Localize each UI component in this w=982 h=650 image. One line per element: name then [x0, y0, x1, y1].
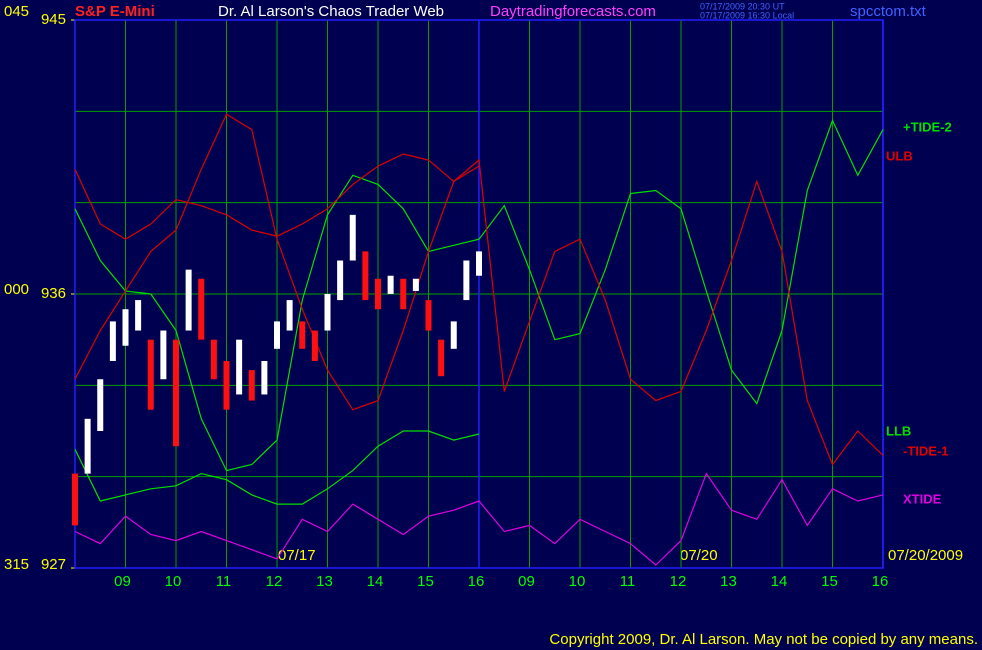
price-bar	[476, 251, 482, 276]
x-tick-label: 15	[821, 573, 838, 590]
y-tick-label: 936	[41, 285, 66, 302]
x-tick-label: 10	[165, 573, 182, 590]
price-bar	[299, 321, 306, 349]
price-bar	[438, 339, 445, 377]
x-tick-label: 15	[417, 573, 434, 590]
price-bar	[274, 321, 280, 349]
chart-title: Dr. Al Larson's Chaos Trader Web	[218, 3, 444, 20]
y-tick-label: 945	[41, 11, 66, 28]
price-bar	[412, 278, 419, 291]
x-tick-label: 11	[216, 573, 232, 590]
x-tick-label: 16	[872, 573, 889, 590]
series-line	[74, 153, 480, 240]
price-bar	[387, 275, 394, 294]
price-bar	[463, 260, 470, 301]
price-bar	[425, 300, 432, 331]
price-bar	[160, 330, 167, 380]
series-label: LLB	[886, 423, 911, 438]
price-bar	[135, 300, 142, 331]
date-label: 07/17	[278, 547, 316, 564]
series-label: XTIDE	[903, 491, 942, 506]
x-tick-label: 13	[316, 573, 333, 590]
price-bar	[450, 321, 457, 349]
series-line	[74, 472, 884, 566]
price-bar	[248, 370, 255, 401]
series-label: -TIDE-1	[903, 443, 949, 458]
symbol: S&P E-Mini	[75, 3, 155, 20]
x-tick-label: 12	[266, 573, 283, 590]
x-tick-label: 11	[620, 573, 636, 590]
left-label: 000	[4, 281, 29, 298]
y-tick-label: 927	[41, 556, 66, 573]
x-tick-label: 14	[367, 573, 384, 590]
price-bar	[122, 309, 129, 346]
date-label: 07/20	[680, 547, 718, 564]
price-bar	[311, 330, 318, 361]
price-bar	[261, 360, 268, 395]
series-line	[74, 118, 884, 472]
price-bar	[324, 294, 331, 331]
price-bar	[84, 418, 91, 474]
price-bar	[236, 339, 243, 395]
x-tick-label: 16	[468, 573, 485, 590]
series-line	[74, 430, 480, 505]
x-tick-label: 12	[670, 573, 687, 590]
price-bar	[337, 260, 344, 301]
file-name: spcctom.txt	[850, 3, 927, 20]
site: Daytradingforecasts.com	[490, 3, 656, 20]
price-bar	[210, 339, 217, 380]
price-bar	[72, 473, 78, 526]
x-tick-label: 14	[771, 573, 788, 590]
left-label: 315	[4, 556, 29, 573]
price-bar	[109, 321, 116, 361]
copyright: Copyright 2009, Dr. Al Larson. May not b…	[549, 631, 978, 648]
price-bar	[147, 339, 154, 410]
price-bar	[185, 269, 192, 331]
date-label: 07/20/2009	[888, 547, 963, 564]
x-tick-label: 13	[720, 573, 737, 590]
price-bar	[375, 278, 381, 310]
plot-frame	[74, 19, 884, 569]
series-label: +TIDE-2	[903, 119, 952, 134]
series-label: ULB	[886, 148, 913, 163]
price-bar	[349, 214, 356, 261]
timestamp: 07/17/2009 16:30 Local	[700, 10, 794, 20]
price-bar	[173, 339, 179, 447]
x-tick-label: 09	[114, 573, 131, 590]
price-bar	[400, 278, 407, 310]
timestamp: 07/17/2009 20:30 UT	[700, 1, 785, 11]
x-tick-label: 09	[518, 573, 535, 590]
price-bar	[198, 278, 205, 340]
price-bar	[223, 360, 230, 410]
price-bar	[362, 251, 369, 301]
price-bar	[286, 300, 293, 331]
series-line	[74, 113, 884, 466]
price-bar	[97, 379, 104, 431]
left-label: 045	[4, 3, 29, 20]
x-tick-label: 10	[569, 573, 586, 590]
